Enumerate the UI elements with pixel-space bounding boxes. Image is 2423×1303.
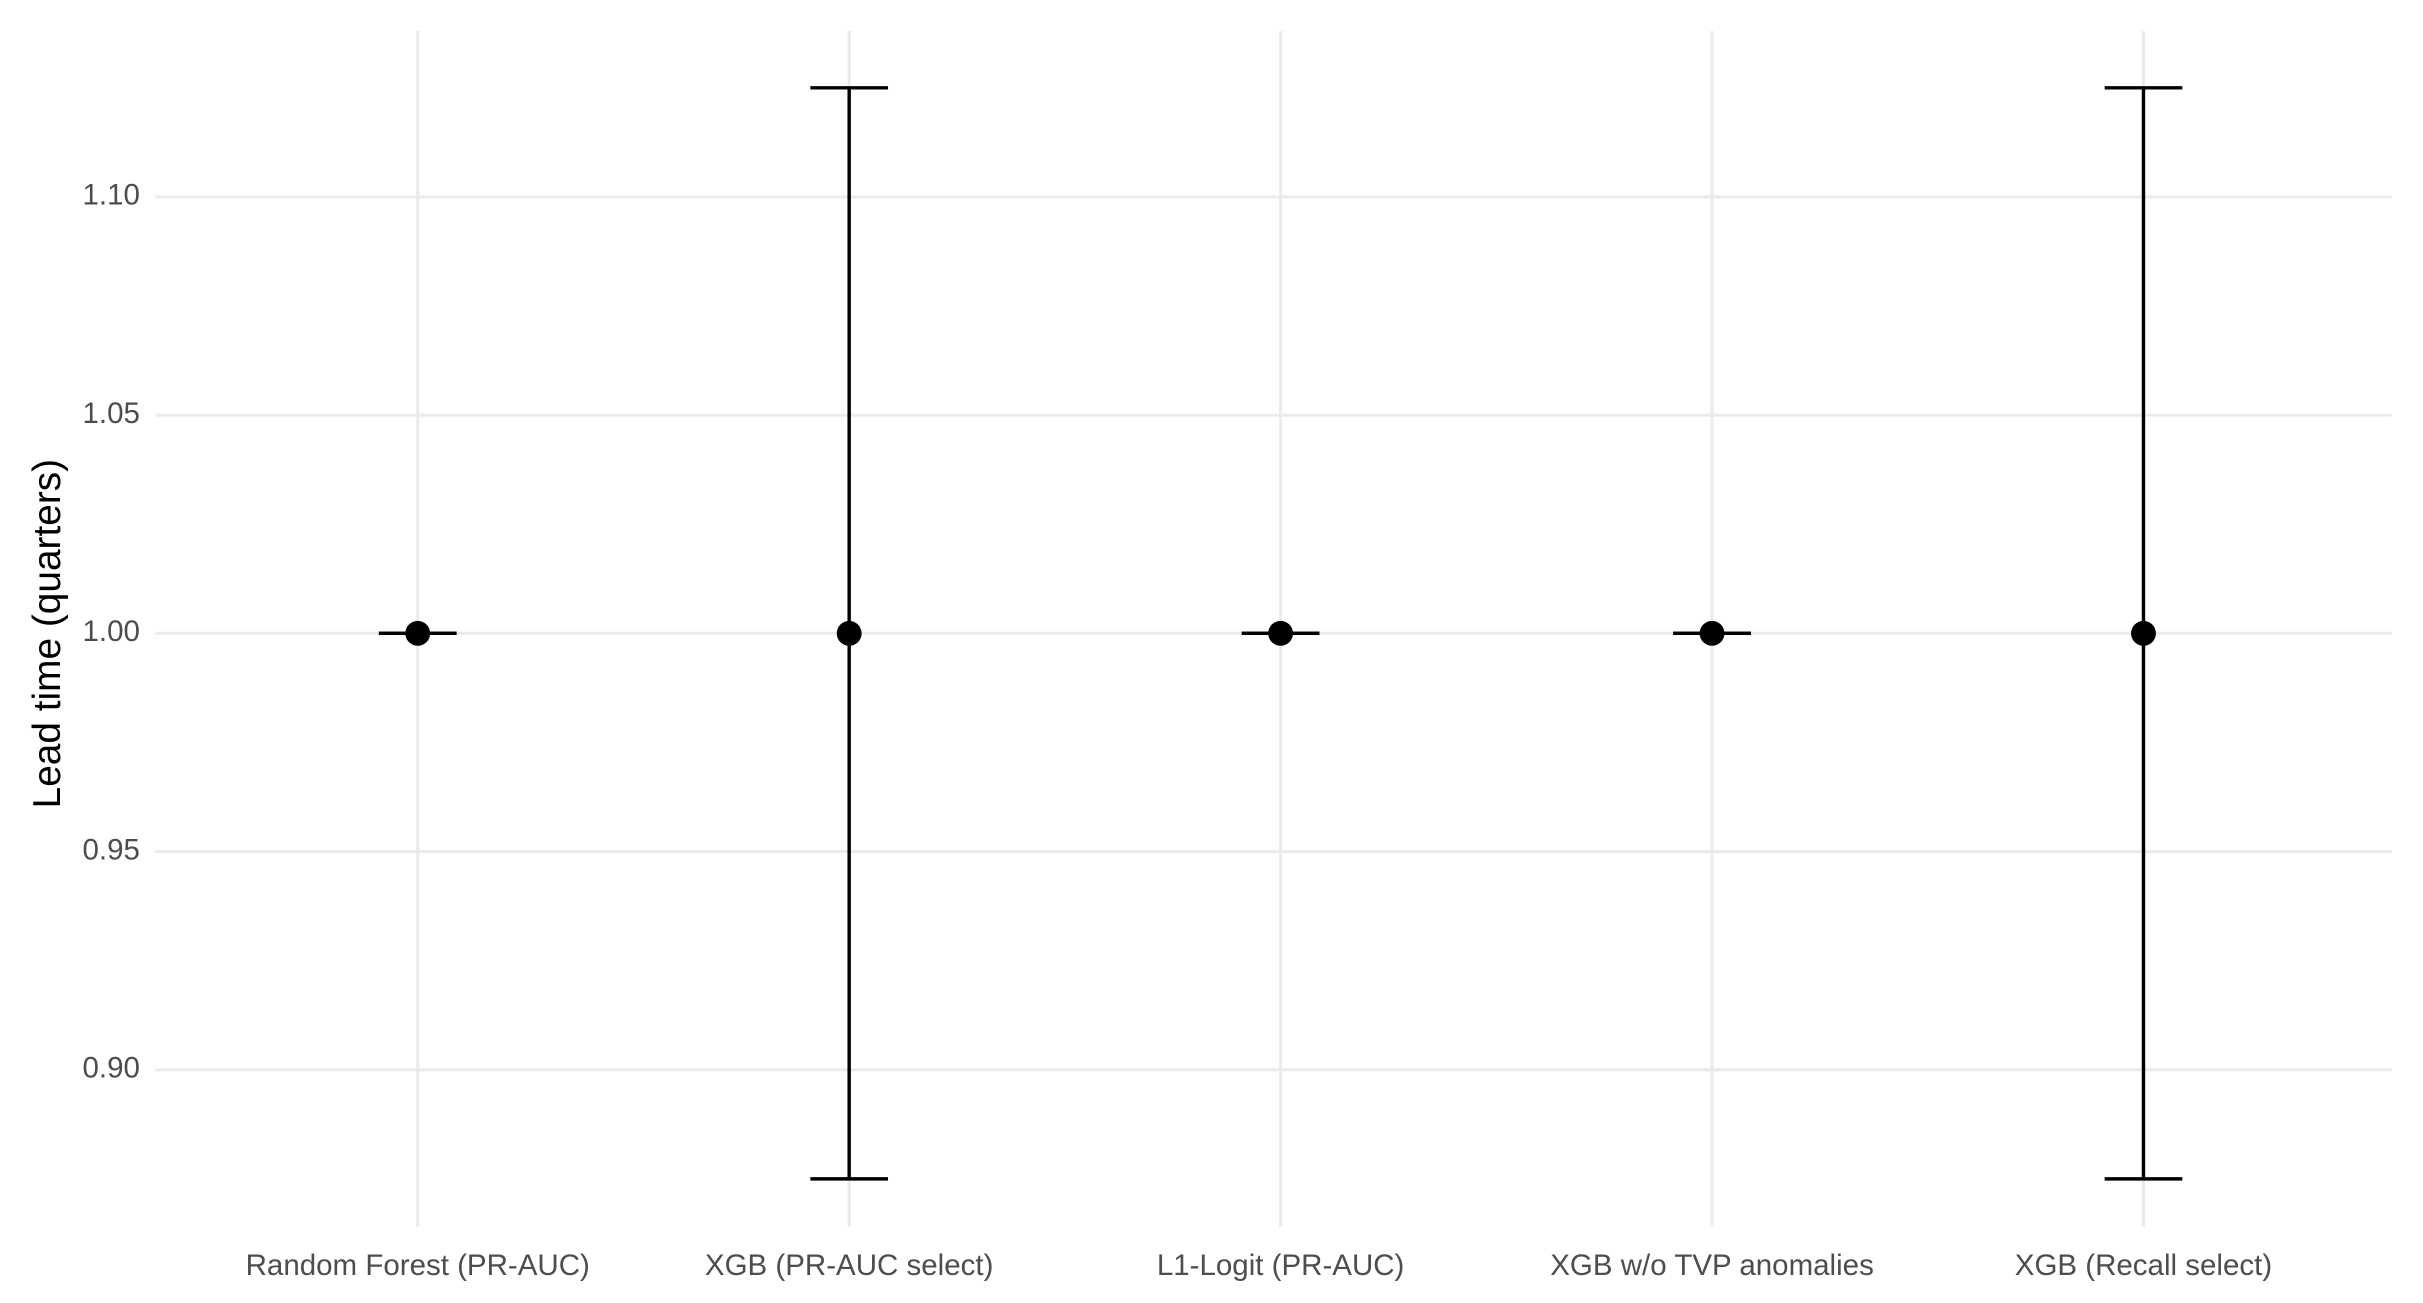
x-tick-label: Random Forest (PR-AUC) bbox=[246, 1249, 590, 1282]
y-axis-label: Lead time (quarters) bbox=[26, 459, 69, 808]
y-tick-label: 1.10 bbox=[82, 179, 139, 212]
point bbox=[836, 620, 862, 646]
point bbox=[1699, 620, 1725, 646]
point bbox=[405, 620, 431, 646]
y-tick-label: 0.90 bbox=[82, 1052, 139, 1085]
point bbox=[2131, 620, 2156, 646]
x-tick-label: XGB (PR-AUC select) bbox=[705, 1249, 994, 1282]
y-tick-label: 1.00 bbox=[82, 615, 139, 648]
y-tick-label: 1.05 bbox=[82, 397, 139, 430]
x-tick-label: L1-Logit (PR-AUC) bbox=[1157, 1249, 1405, 1282]
y-tick-label: 0.95 bbox=[82, 833, 139, 866]
x-tick-label: XGB (Recall select) bbox=[2015, 1249, 2272, 1282]
point bbox=[1268, 620, 1294, 646]
x-tick-label: XGB w/o TVP anomalies bbox=[1550, 1249, 1874, 1282]
